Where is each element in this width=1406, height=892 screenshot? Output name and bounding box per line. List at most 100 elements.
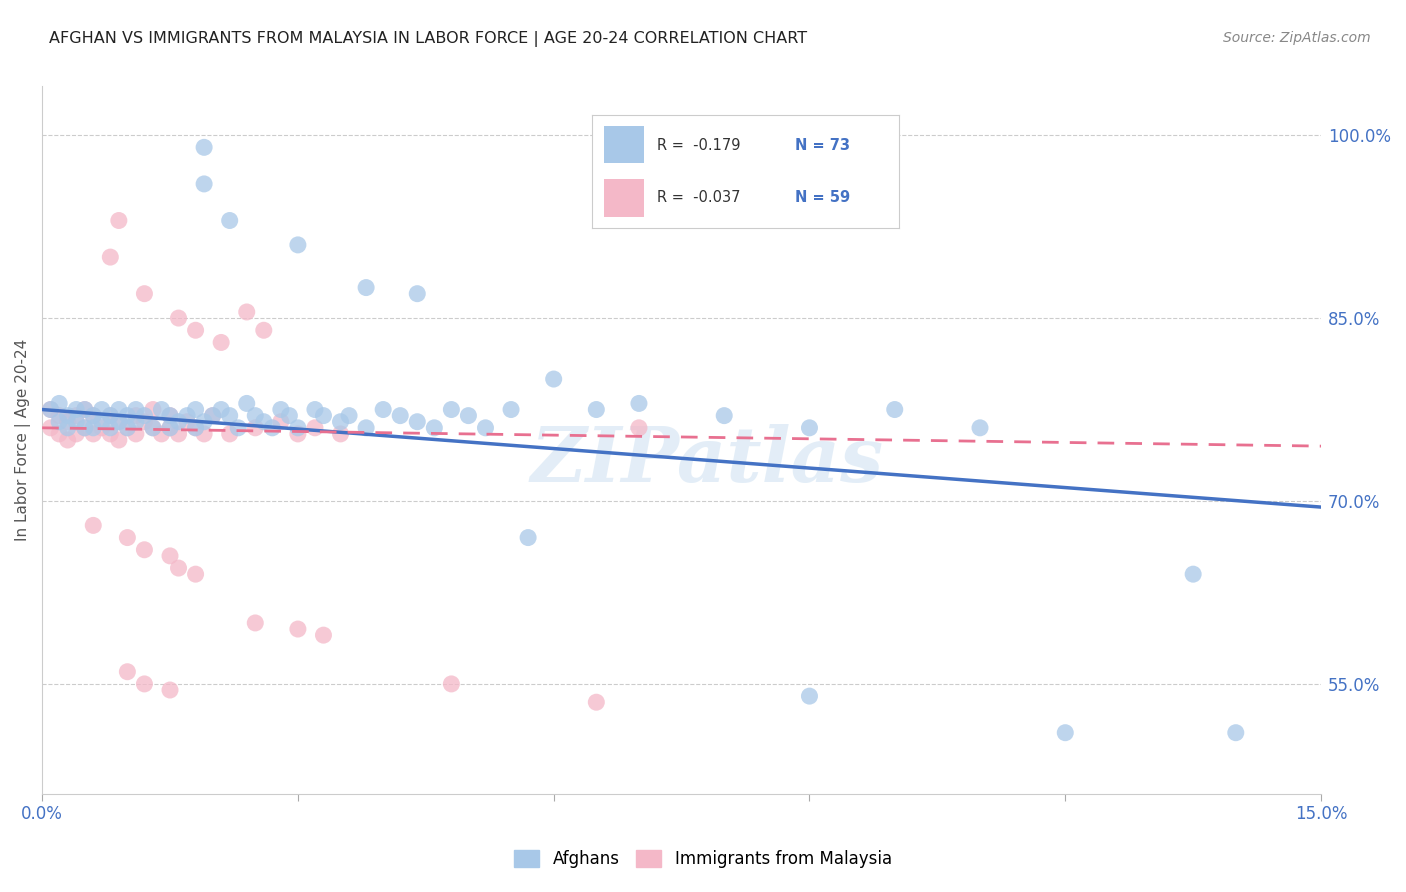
Point (713, 409, 735, 423)
Point (226, 421, 249, 435)
Point (184, 421, 207, 435)
Point (218, 213, 240, 227)
Point (235, 305, 257, 319)
Point (90, 415, 112, 429)
Point (337, 409, 360, 423)
Point (48, 409, 70, 423)
Point (799, 689, 821, 703)
Point (354, 421, 377, 435)
Point (159, 421, 181, 435)
Point (48, 426, 70, 441)
Point (193, 177, 215, 191)
Point (108, 433, 131, 447)
Point (201, 409, 224, 423)
Point (201, 409, 224, 423)
Point (159, 421, 181, 435)
Point (440, 402, 463, 417)
Point (969, 421, 991, 435)
Point (134, 415, 156, 429)
Point (193, 140, 215, 154)
Point (176, 409, 198, 423)
Text: Source: ZipAtlas.com: Source: ZipAtlas.com (1223, 31, 1371, 45)
Point (108, 415, 131, 429)
Point (82, 409, 104, 423)
Point (354, 280, 377, 294)
Point (65, 409, 87, 423)
Point (218, 409, 240, 423)
Point (134, 286, 156, 301)
Point (193, 426, 215, 441)
Point (883, 402, 905, 417)
Point (423, 421, 446, 435)
Point (253, 323, 276, 337)
Point (73, 402, 96, 417)
Point (167, 426, 190, 441)
Y-axis label: In Labor Force | Age 20-24: In Labor Force | Age 20-24 (15, 339, 31, 541)
Point (98, 409, 121, 423)
Point (543, 372, 565, 386)
Point (627, 421, 650, 435)
Point (245, 421, 267, 435)
Point (218, 426, 240, 441)
Point (585, 695, 607, 709)
Point (98, 421, 121, 435)
Point (48, 415, 70, 429)
Point (312, 409, 335, 423)
Point (209, 335, 232, 350)
Point (304, 421, 326, 435)
Point (304, 402, 326, 417)
Point (406, 286, 429, 301)
Point (245, 615, 267, 630)
Point (98, 250, 121, 264)
Point (117, 665, 139, 679)
Point (184, 402, 207, 417)
Point (517, 531, 540, 545)
Point (56, 415, 79, 429)
Point (65, 402, 87, 417)
Point (159, 409, 181, 423)
Point (474, 421, 496, 435)
Point (312, 628, 335, 642)
Point (142, 421, 165, 435)
Point (73, 402, 96, 417)
Point (287, 426, 309, 441)
Point (389, 409, 412, 423)
Point (329, 426, 352, 441)
Point (209, 402, 232, 417)
Point (184, 323, 207, 337)
Point (150, 402, 173, 417)
Point (167, 415, 190, 429)
Point (134, 542, 156, 557)
Point (56, 421, 79, 435)
Point (627, 396, 650, 410)
Point (270, 415, 292, 429)
Point (134, 409, 156, 423)
Point (184, 567, 207, 582)
Point (56, 433, 79, 447)
Point (270, 402, 292, 417)
Point (184, 421, 207, 435)
Point (159, 409, 181, 423)
Point (39, 402, 62, 417)
Point (117, 409, 139, 423)
Point (253, 415, 276, 429)
Point (117, 531, 139, 545)
Point (585, 402, 607, 417)
Point (406, 415, 429, 429)
Point (142, 402, 165, 417)
Point (73, 421, 96, 435)
Point (39, 421, 62, 435)
Point (235, 396, 257, 410)
Point (799, 421, 821, 435)
Point (329, 415, 352, 429)
Point (150, 426, 173, 441)
Point (39, 402, 62, 417)
Point (499, 402, 522, 417)
Point (176, 415, 198, 429)
Point (65, 426, 87, 441)
Point (98, 426, 121, 441)
Point (440, 677, 463, 691)
Point (1225, 725, 1247, 739)
Point (167, 561, 190, 575)
Point (65, 415, 87, 429)
